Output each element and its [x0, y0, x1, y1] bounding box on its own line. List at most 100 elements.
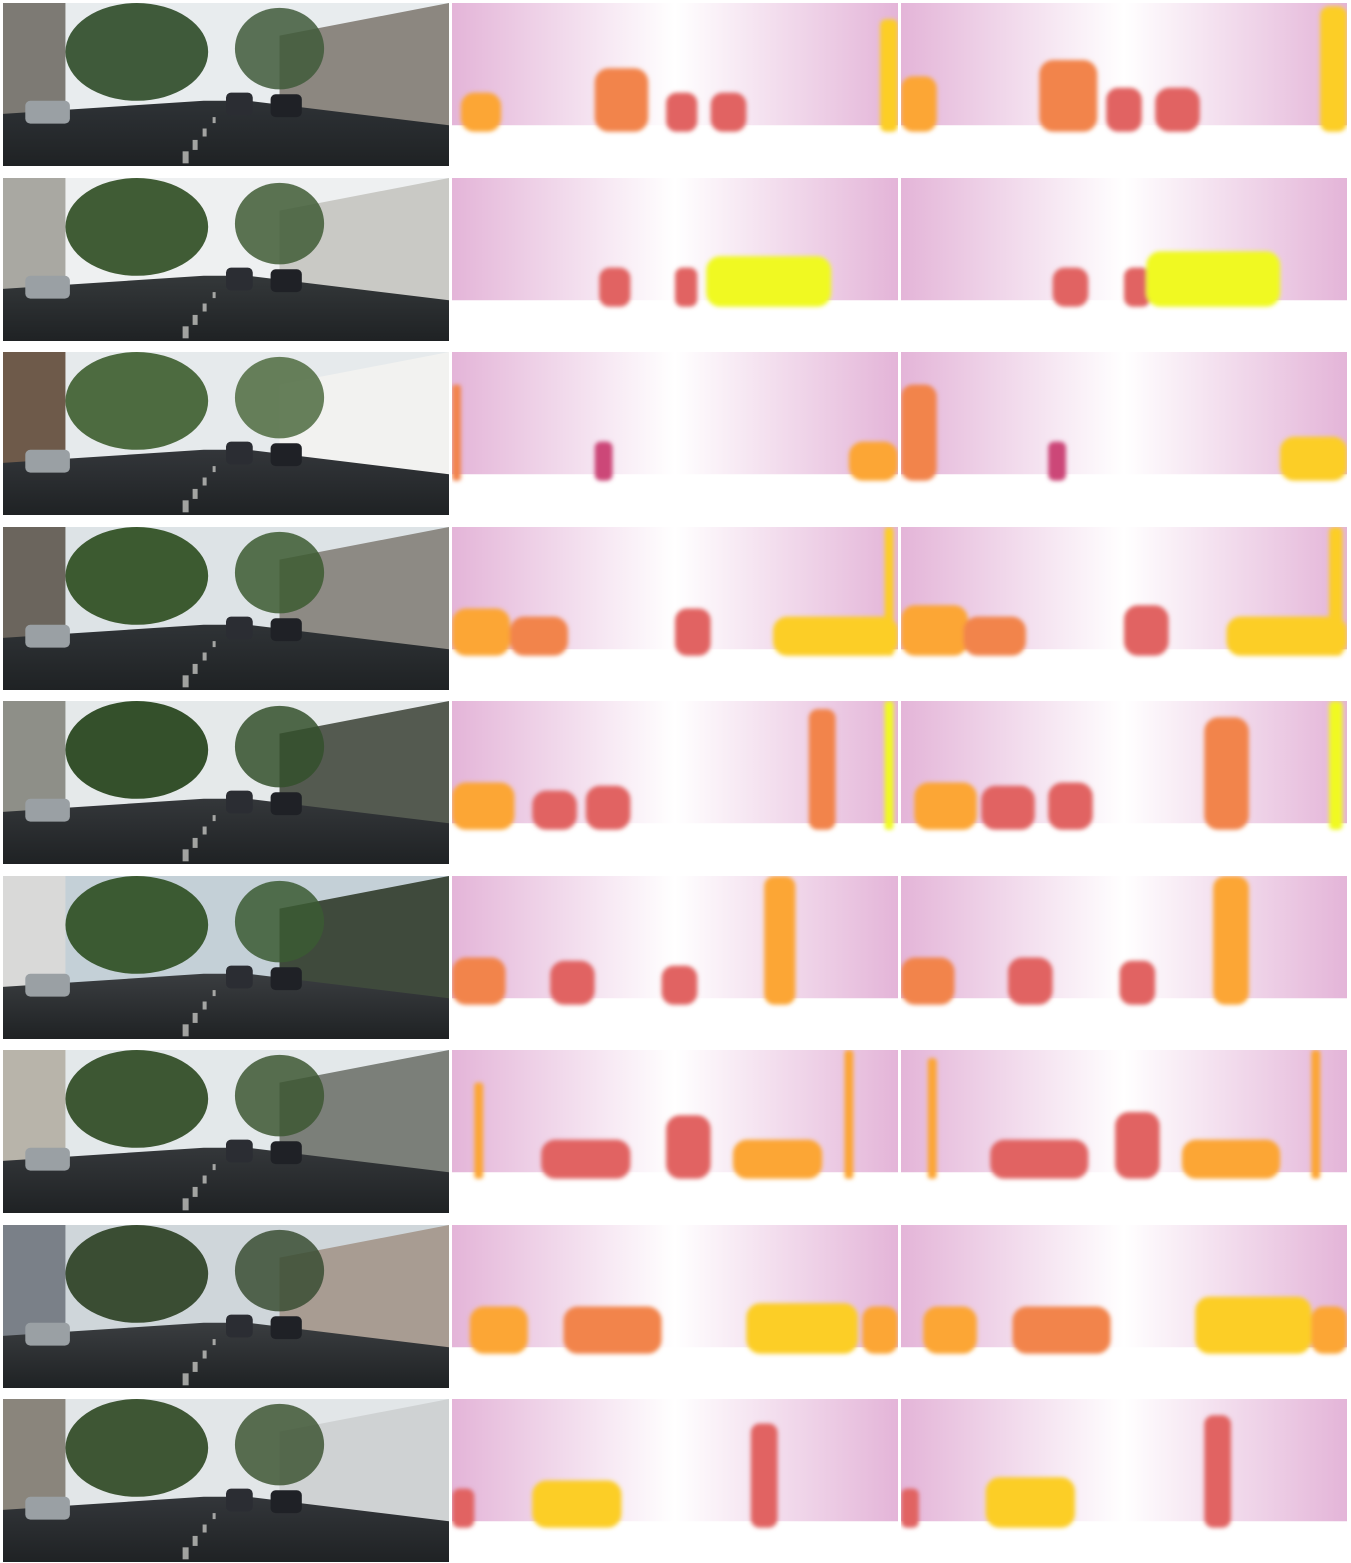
scene-car: [226, 441, 253, 465]
scene-car: [25, 100, 70, 124]
depth-heatmap-image: [452, 178, 898, 307]
depth-object: [1119, 960, 1156, 1005]
input-image: [3, 352, 449, 515]
depth-object: [469, 1306, 528, 1354]
input-image: [3, 527, 449, 690]
depth-object: [1329, 701, 1343, 830]
depth-heatmap-image: [901, 1050, 1347, 1179]
depth-object: [914, 782, 977, 830]
scene-lane-mark: [212, 117, 216, 124]
scene-car: [226, 790, 253, 814]
depth-object: [862, 1306, 898, 1354]
scene-tree: [65, 3, 209, 101]
depth-object: [1213, 876, 1249, 1005]
scene-tree: [234, 182, 325, 265]
depth-map-b: [901, 352, 1347, 515]
depth-object: [901, 605, 968, 656]
scene-lane-mark: [182, 849, 189, 862]
input-image: [3, 1399, 449, 1562]
scene-lane-mark: [182, 675, 189, 688]
scene-tree: [234, 1054, 325, 1137]
scene-lane-mark: [182, 1024, 189, 1037]
depth-heatmap-image: [452, 876, 898, 1005]
depth-object: [675, 267, 698, 307]
depth-map-a: [452, 527, 898, 690]
depth-object: [901, 76, 937, 132]
depth-object: [710, 92, 747, 132]
scene-tree: [234, 356, 325, 439]
depth-heatmap-image: [901, 876, 1347, 1005]
scene-lane-mark: [202, 477, 207, 486]
depth-object: [452, 384, 461, 481]
scene-car: [226, 92, 253, 116]
depth-object: [880, 19, 898, 132]
depth-object: [706, 256, 832, 307]
depth-object: [509, 616, 568, 656]
street-scene-image: [3, 1225, 449, 1388]
depth-object: [460, 92, 502, 132]
scene-tree: [65, 178, 209, 276]
scene-lane-mark: [192, 663, 198, 674]
depth-object: [1146, 251, 1281, 307]
scene-car: [25, 1496, 70, 1520]
depth-heatmap-image: [452, 701, 898, 830]
scene-lane-mark: [192, 314, 198, 325]
depth-object: [452, 1488, 475, 1528]
scene-lane-mark: [182, 500, 189, 513]
scene-lane-mark: [212, 1339, 216, 1346]
depth-heatmap-image: [452, 1225, 898, 1354]
depth-object: [1329, 527, 1343, 656]
street-scene-image: [3, 1050, 449, 1213]
scene-lane-mark: [192, 1012, 198, 1023]
depth-map-b: [901, 178, 1347, 341]
scene-car: [25, 973, 70, 997]
depth-object: [474, 1082, 484, 1179]
depth-object: [884, 701, 894, 830]
depth-heatmap-image: [901, 1399, 1347, 1528]
street-scene-image: [3, 178, 449, 341]
depth-map-a: [452, 1225, 898, 1388]
scene-road: [3, 449, 449, 515]
depth-side-glow: [901, 1399, 1347, 1522]
scene-building-left: [3, 1225, 66, 1343]
scene-lane-mark: [202, 1175, 207, 1184]
depth-object: [848, 441, 898, 481]
scene-car: [226, 1139, 253, 1163]
depth-object: [1039, 60, 1098, 132]
scene-lane-mark: [202, 303, 207, 312]
depth-object: [1048, 441, 1067, 481]
input-image: [3, 1050, 449, 1213]
street-scene-image: [3, 352, 449, 515]
scene-car: [226, 1314, 253, 1338]
scene-car: [270, 269, 302, 293]
street-scene-image: [3, 3, 449, 166]
input-image: [3, 178, 449, 341]
scene-lane-mark: [192, 1361, 198, 1372]
scene-road: [3, 1322, 449, 1388]
scene-road: [3, 1147, 449, 1213]
scene-tree: [234, 1229, 325, 1312]
depth-map-b: [901, 1399, 1347, 1562]
scene-tree: [65, 876, 209, 974]
depth-object: [990, 1139, 1089, 1179]
scene-tree: [65, 1225, 209, 1323]
depth-object: [732, 1139, 823, 1179]
depth-object: [1311, 1306, 1347, 1354]
depth-object: [1320, 6, 1347, 132]
scene-lane-mark: [202, 128, 207, 137]
scene-car: [270, 443, 302, 467]
scene-lane-mark: [212, 292, 216, 299]
input-image: [3, 876, 449, 1039]
depth-object: [1124, 267, 1151, 307]
depth-heatmap-image: [452, 3, 898, 132]
depth-object: [1195, 1296, 1312, 1354]
scene-tree: [234, 531, 325, 614]
scene-tree: [234, 705, 325, 788]
scene-car: [226, 616, 253, 640]
scene-road: [3, 100, 449, 166]
scene-car: [25, 1322, 70, 1346]
depth-map-a: [452, 3, 898, 166]
scene-lane-mark: [212, 466, 216, 473]
scene-tree: [234, 1403, 325, 1486]
depth-object: [764, 876, 796, 1005]
